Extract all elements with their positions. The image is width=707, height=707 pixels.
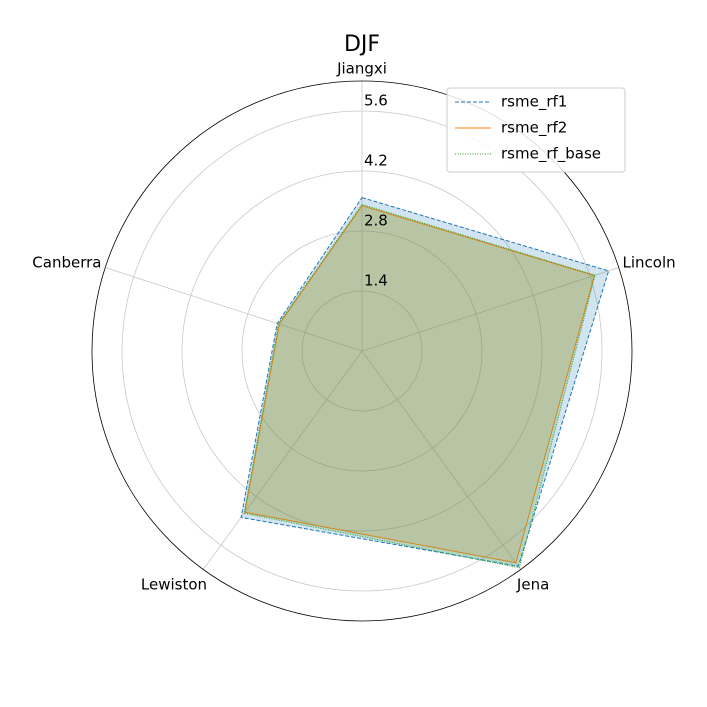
category-label: Canberra [32, 254, 101, 272]
category-label: Jiangxi [336, 60, 387, 78]
series-line [244, 205, 595, 564]
r-tick-label: 1.4 [364, 272, 388, 290]
series-area [241, 197, 609, 567]
legend-label: rsme_rf2 [501, 119, 567, 138]
spoke [361, 267, 619, 352]
series-area [244, 205, 595, 563]
category-label: Jena [516, 575, 549, 593]
r-tick-label: 5.6 [364, 92, 388, 110]
category-label: Lewiston [141, 575, 207, 593]
legend-label: rsme_rf_base [501, 145, 601, 164]
r-tick-label: 4.2 [364, 152, 388, 170]
legend-label: rsme_rf1 [501, 93, 567, 112]
spoke [361, 350, 522, 570]
series-line [240, 197, 610, 567]
r-tick-label: 2.8 [364, 212, 388, 230]
legend-box [446, 87, 626, 173]
spoke [202, 350, 363, 570]
category-label: Lincoln [623, 254, 676, 272]
series-area [244, 204, 596, 568]
spoke [105, 267, 363, 352]
outer-frame [91, 80, 633, 622]
series-line [243, 203, 596, 569]
chart-title: DJF [344, 32, 380, 57]
